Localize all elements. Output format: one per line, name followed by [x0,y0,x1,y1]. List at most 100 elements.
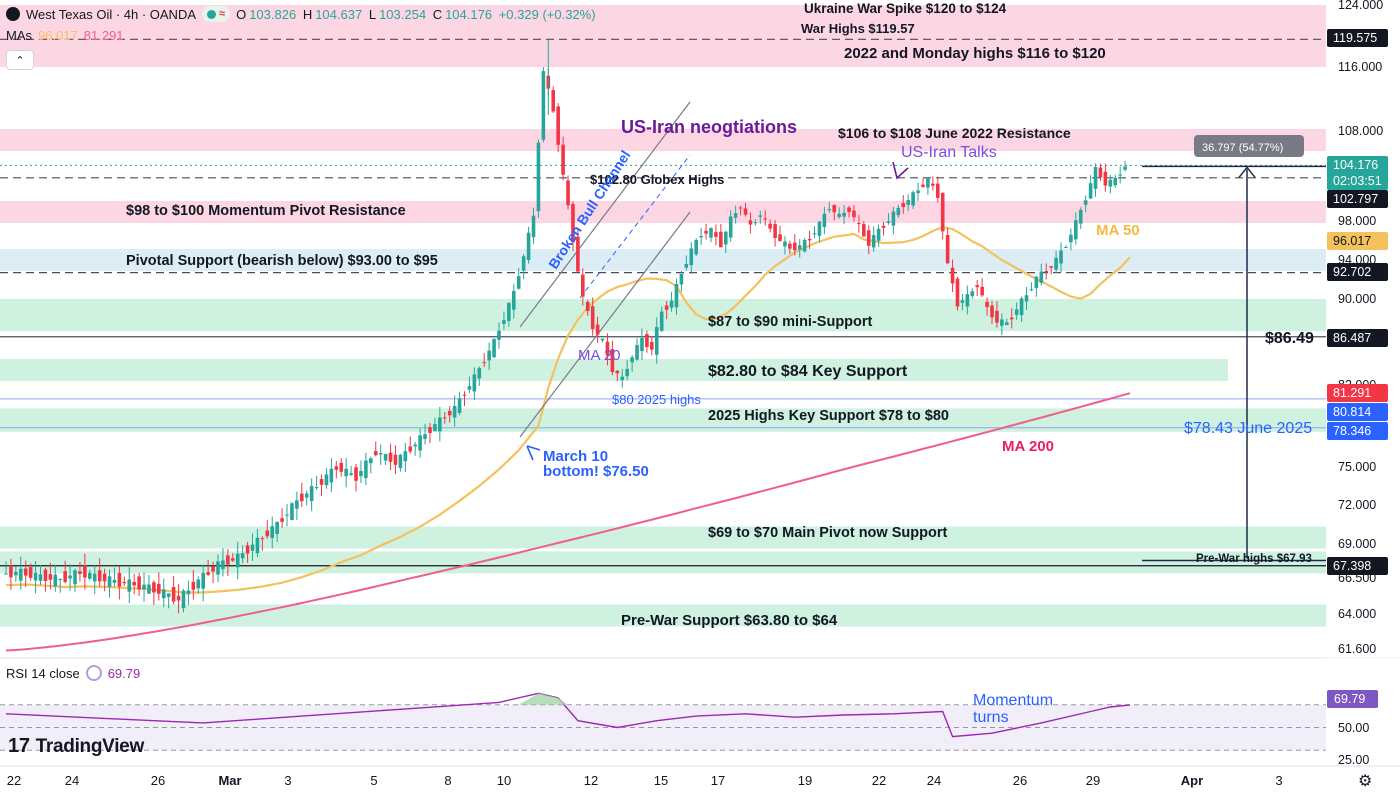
candle-body [773,224,777,238]
annotation-80-highs: $80 2025 highs [612,392,701,407]
candle-body [748,220,753,225]
candle-body [83,565,87,578]
candle-body [768,223,772,229]
zone-label-0: Ukraine War Spike $120 to $124 [804,1,1007,16]
candle-body [467,386,472,390]
symbol-legend[interactable]: West Texas Oil · 4h · OANDA ≈ O 103.826 H… [6,6,599,22]
candle-body [674,284,679,308]
ma-legend[interactable]: MAs 96.017 81.291 [6,28,124,43]
zone-label-4: Pivotal Support (bearish below) $93.00 t… [126,253,438,269]
candle-body [812,233,817,235]
candle-body [290,503,294,521]
candle-body [1054,257,1058,270]
candle-body [68,575,72,579]
candle-body [418,435,422,451]
candle-body [487,350,491,361]
candle-body [102,573,107,582]
candle-body [694,239,698,255]
candle-body [43,569,48,581]
price-tick-label: 75.000 [1338,460,1376,474]
collapse-legend-button[interactable]: ⌃ [6,50,34,70]
price-badge-label: 102.797 [1333,192,1378,206]
candle-body [502,320,506,324]
open-label: O [236,6,247,22]
candle-body [78,571,82,575]
candle-body [571,203,575,243]
us-iran-talks-arrow-icon [892,161,909,180]
candle-body [1044,271,1049,273]
candle-body [88,572,92,579]
rsi-tick-label: 50.00 [1338,721,1369,735]
candle-body [1029,289,1034,291]
candle-body [521,256,526,271]
gear-icon[interactable]: ⚙ [1358,773,1373,790]
candle-body [477,368,482,379]
time-tick-label: 3 [284,773,291,788]
market-status-pill[interactable]: ≈ [202,6,231,22]
candle-body [1074,220,1078,240]
visibility-icon[interactable] [85,665,102,681]
price-badge-label: 78.346 [1333,424,1371,438]
candle-body [990,305,994,318]
candle-body [398,454,403,468]
candle-body [965,294,970,307]
candle-body [388,452,393,462]
price-tick-label: 69.000 [1338,537,1376,551]
candle-body [625,369,629,377]
annotation-march10-2: bottom! $76.50 [543,463,649,480]
time-tick-label: 5 [370,773,377,788]
price-badge-label: 96.017 [1333,234,1371,248]
candle-body [788,243,792,249]
time-tick-label: 12 [584,773,598,788]
candle-body [679,273,684,285]
zone-8 [0,526,1326,549]
candle-body [324,474,329,486]
candle-body [842,212,846,217]
candle-body [802,239,807,252]
rsi-legend[interactable]: RSI 14 close 69.79 [6,665,140,681]
tradingview-logo[interactable]: 17 TradingView [8,735,144,758]
candle-body [640,337,644,352]
candle-body [166,593,171,597]
time-tick-label: 24 [65,773,79,788]
candle-body [413,444,417,447]
candle-body [472,374,477,392]
candle-body [709,228,713,238]
high-label: H [302,6,313,22]
candle-body [1098,167,1103,178]
candle-body [659,311,664,331]
candle-body [221,560,225,569]
candle-body [921,184,925,187]
candle-body [280,518,284,522]
candle-body [157,583,161,594]
price-tick-label: 98.000 [1338,214,1376,228]
candle-body [230,558,235,561]
channel-mid-line [579,154,691,299]
candle-body [73,570,77,585]
rsi-axis-bg [1326,658,1400,768]
candle-body [822,213,827,227]
compare-icon: ≈ [219,8,226,20]
candle-body [48,574,53,580]
candle-body [265,530,270,537]
price-badge [1327,190,1388,208]
zone-label-1: 2022 and Monday highs $116 to $120 [844,45,1106,62]
candle-body [837,213,841,217]
price-badge-label: 92.702 [1333,265,1371,279]
symbol-title: West Texas Oil · 4h · OANDA [26,6,197,22]
candle-body [369,458,373,464]
measure-badge [1194,135,1304,157]
candle-body [442,417,447,419]
candle-body [778,234,782,241]
candle-body [605,341,610,356]
candle-body [827,209,832,211]
candle-body [309,486,314,502]
tradingview-mark-icon: 17 [8,735,30,757]
candle-body [58,578,63,581]
candle-body [63,571,67,582]
channel-upper-line [519,101,691,328]
candle-body [1103,171,1108,186]
candle-body [181,590,186,609]
